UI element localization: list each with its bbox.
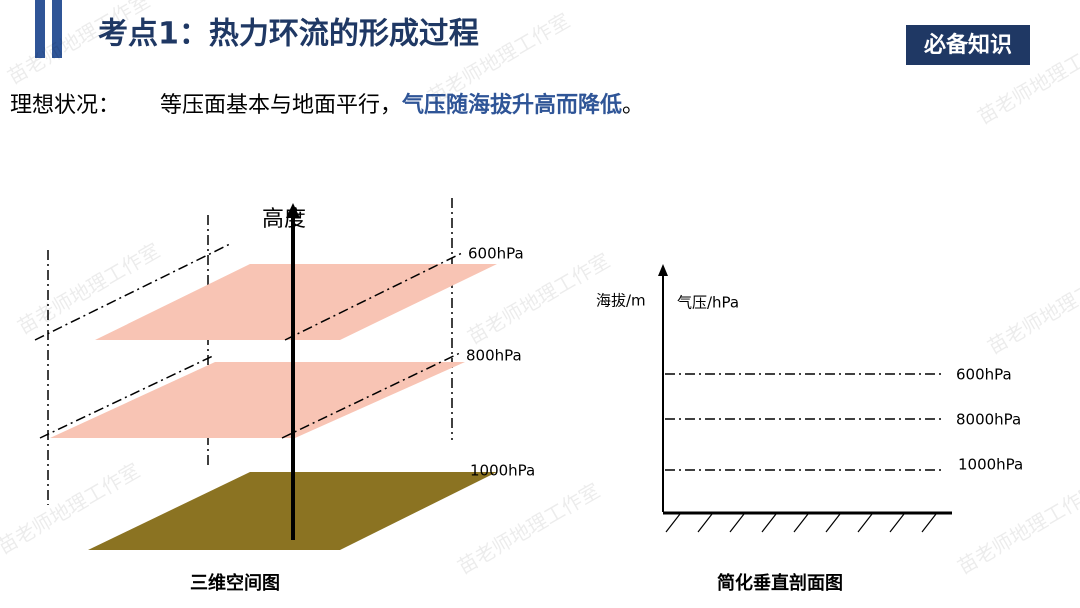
watermark: 苗老师地理工作室 [463, 248, 614, 349]
isobar-plane [95, 264, 497, 340]
accent-bar [52, 0, 62, 58]
level-label: 800hPa [466, 347, 522, 365]
isobar-plane [50, 362, 465, 438]
level-label: 8000hPa [956, 411, 1021, 429]
watermark: 苗老师地理工作室 [453, 478, 604, 579]
statement-plain: 等压面基本与地面平行， [160, 93, 402, 118]
statement-end: 。 [622, 93, 644, 118]
p-label: 气压/hPa [677, 294, 739, 312]
diagram-section: 海拔/m 气压/hPa 600hPa 8000hPa 1000hPa 简化垂直剖… [596, 264, 1023, 594]
watermark: 苗老师地理工作室 [953, 478, 1080, 579]
axis-label: 高度 [262, 207, 306, 232]
caption: 三维空间图 [190, 572, 280, 594]
watermarks: 苗老师地理工作室 苗老师地理工作室 苗老师地理工作室 苗老师地理工作室 苗老师地… [0, 0, 1080, 579]
badge-text: 必备知识 [924, 32, 1012, 58]
axis-arrow [658, 264, 668, 276]
level-label: 600hPa [956, 366, 1012, 384]
diagram-3d: 高度 600hPa 800hPa 1000hPa 三维空间图 [34, 198, 535, 594]
badge [906, 25, 1030, 65]
guide-line [281, 351, 463, 439]
guide-line [39, 354, 216, 439]
guide-line [34, 242, 233, 341]
watermark: 苗老师地理工作室 [983, 258, 1080, 359]
statement-label: 理想状况： [10, 93, 120, 118]
axis-arrow [286, 203, 300, 218]
accent-bar [35, 0, 45, 58]
statement: 等压面基本与地面平行，气压随海拔升高而降低。 [160, 92, 644, 118]
statement-emphasis: 气压随海拔升高而降低 [401, 92, 622, 118]
level-label: 1000hPa [958, 456, 1023, 474]
title: 考点1：热力环流的形成过程 [98, 17, 479, 52]
level-label: 1000hPa [470, 462, 535, 480]
guide-line [284, 252, 463, 341]
ground-hatch [665, 513, 937, 533]
y-label: 海拔/m [596, 292, 646, 310]
level-label: 600hPa [468, 245, 524, 263]
caption: 简化垂直剖面图 [717, 572, 843, 594]
